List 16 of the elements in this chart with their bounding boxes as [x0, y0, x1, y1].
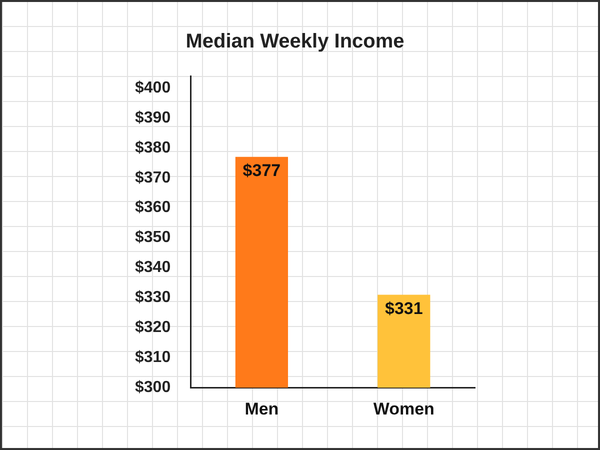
y-tick-label: $340	[135, 259, 171, 276]
y-tick-label: $390	[135, 109, 171, 126]
y-tick-label: $310	[135, 349, 171, 366]
y-tick-label: $370	[135, 169, 171, 186]
x-tick-label: Men	[244, 399, 279, 418]
y-tick-label: $400	[135, 79, 171, 96]
data-label: $377	[242, 161, 281, 180]
chart-title: Median Weekly Income	[186, 30, 404, 53]
y-tick-label: $360	[135, 199, 171, 216]
x-tick-label: Women	[373, 399, 434, 418]
y-tick-label: $330	[135, 289, 171, 306]
y-tick-label: $350	[135, 229, 171, 246]
data-label: $331	[384, 298, 423, 318]
y-tick-label: $320	[135, 319, 171, 336]
y-tick-label: $300	[135, 379, 171, 396]
y-tick-label: $380	[135, 139, 171, 156]
